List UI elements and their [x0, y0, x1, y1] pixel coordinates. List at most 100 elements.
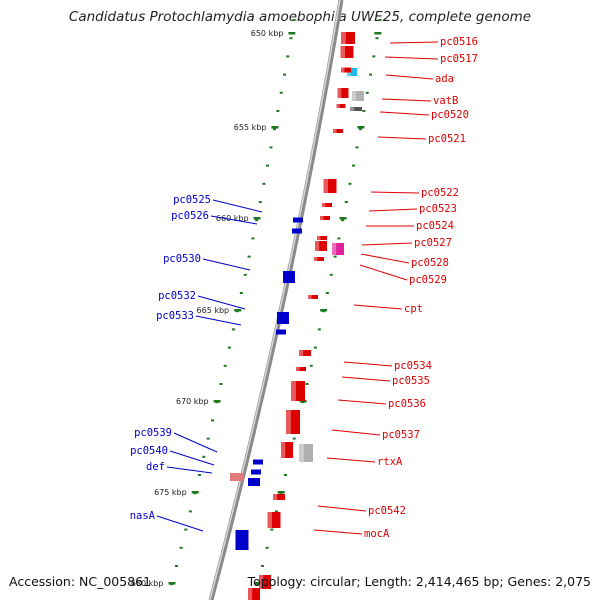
minor-tick	[283, 73, 287, 76]
label-leader-line	[202, 258, 251, 271]
forward-gene	[341, 67, 351, 73]
gene-label-forward[interactable]: pc0537	[382, 429, 420, 441]
gene-shading	[322, 203, 326, 207]
minor-tick	[348, 182, 352, 185]
minor-tick	[247, 255, 251, 258]
gene-shading	[337, 88, 342, 98]
gene-label-forward[interactable]: mocA	[364, 528, 390, 540]
gene-label-forward[interactable]: pc0520	[431, 109, 469, 121]
gene-label-reverse[interactable]: pc0532	[158, 290, 196, 302]
gene-shading	[281, 442, 286, 458]
gene-label-forward[interactable]: pc0536	[388, 398, 426, 410]
gene-label-reverse[interactable]: pc0525	[173, 194, 211, 206]
gene-label-reverse[interactable]: pc0540	[130, 445, 168, 457]
minor-tick	[174, 565, 178, 567]
tick-label: 675 kbp	[154, 488, 187, 497]
gene-label-forward[interactable]: pc0524	[416, 220, 454, 232]
reverse-gene	[292, 228, 302, 234]
minor-tick	[255, 219, 259, 222]
tick-layer: 650 kbp 655 kbp 660 kbp 665 kbp 670 kbp 675 k…	[131, 19, 382, 588]
forward-gene	[267, 512, 281, 528]
gene-label-forward[interactable]: pc0517	[440, 53, 478, 65]
label-leader-line	[317, 505, 367, 512]
gene-shading	[314, 257, 318, 261]
gene-label-forward[interactable]: pc0527	[414, 237, 452, 249]
minor-tick	[337, 237, 341, 240]
major-tick	[374, 32, 382, 35]
gene-shading	[296, 367, 300, 371]
gene-shading	[317, 236, 321, 240]
gene-label-forward[interactable]: pc0521	[428, 133, 466, 145]
gene-label-forward[interactable]: pc0535	[392, 375, 430, 387]
label-leader-line	[210, 215, 258, 225]
minor-tick	[223, 364, 227, 367]
minor-tick	[351, 164, 355, 167]
minor-tick	[206, 437, 210, 440]
minor-tick	[292, 437, 296, 440]
major-tick	[320, 309, 328, 312]
forward-gene	[296, 367, 306, 371]
minor-tick	[188, 510, 192, 513]
minor-tick	[197, 474, 201, 476]
gene-label-forward[interactable]: cpt	[404, 303, 423, 315]
minor-tick	[270, 528, 274, 531]
tick-label: 680 kbp	[131, 579, 164, 588]
label-leader-line	[384, 56, 439, 60]
major-tick	[191, 491, 199, 494]
minor-tick	[355, 146, 359, 149]
label-leader-line	[341, 376, 391, 382]
minor-tick	[369, 73, 373, 76]
gene-shading	[336, 104, 340, 108]
major-tick	[357, 126, 365, 129]
forward-gene	[286, 410, 300, 434]
gene-label-forward[interactable]: pc0523	[419, 203, 457, 215]
gene-label-reverse[interactable]: pc0533	[156, 310, 194, 322]
gene-label-reverse[interactable]: pc0530	[163, 253, 201, 265]
gene-label-reverse[interactable]: pc0539	[134, 427, 172, 439]
gene-label-reverse[interactable]: nasA	[130, 510, 156, 522]
label-leader-line	[212, 199, 263, 213]
gene-label-forward[interactable]: pc0542	[368, 505, 406, 517]
minor-tick	[243, 273, 247, 276]
gene-label-forward[interactable]: pc0529	[409, 274, 447, 286]
forward-gene	[347, 68, 357, 76]
forward-gene	[248, 588, 260, 600]
gene-shading	[259, 575, 264, 589]
gene-label-reverse[interactable]: pc0526	[171, 210, 209, 222]
forward-gene	[317, 236, 327, 240]
minor-tick	[378, 19, 382, 21]
major-tick	[254, 582, 262, 585]
gene-label-forward[interactable]: pc0534	[394, 360, 432, 372]
label-leader-line	[385, 74, 434, 80]
reverse-gene	[253, 459, 263, 465]
forward-gene	[340, 46, 354, 58]
minor-tick	[292, 19, 296, 21]
tick-label: 650 kbp	[251, 29, 284, 38]
label-leader-line	[361, 242, 413, 246]
gene-label-forward[interactable]: pc0528	[411, 257, 449, 269]
label-leader-line	[377, 136, 427, 140]
gene-shading	[323, 179, 329, 193]
gene-shading	[267, 512, 273, 528]
minor-tick	[375, 37, 379, 40]
gene-label-forward[interactable]: pc0522	[421, 187, 459, 199]
forward-gene	[336, 104, 346, 108]
gene-label-reverse[interactable]: def	[146, 461, 165, 473]
gene-label-forward[interactable]: vatB	[433, 95, 458, 107]
gene-label-forward[interactable]: rtxA	[377, 456, 403, 468]
gene-label-forward[interactable]: pc0516	[440, 36, 478, 48]
major-tick	[288, 32, 296, 35]
forward-gene	[314, 257, 324, 261]
gene-shading	[299, 444, 304, 462]
minor-tick	[279, 91, 283, 94]
major-tick	[213, 400, 221, 403]
minor-tick	[333, 255, 337, 258]
forward-gene	[308, 295, 318, 299]
minor-tick	[269, 146, 273, 149]
gene-shading	[340, 46, 346, 58]
gene-shading	[341, 67, 345, 73]
major-tick	[168, 582, 176, 585]
gene-label-forward[interactable]: ada	[435, 73, 454, 85]
minor-tick	[309, 364, 313, 367]
